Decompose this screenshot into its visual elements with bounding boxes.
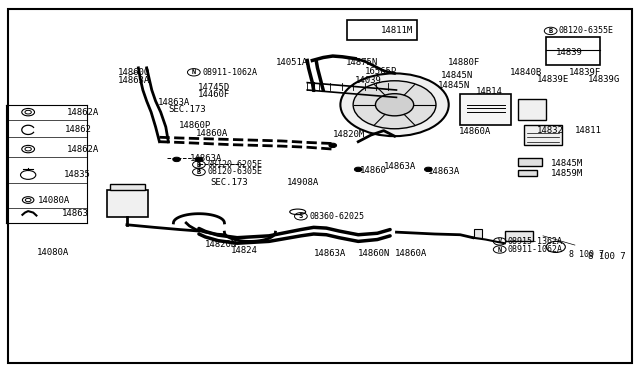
Text: 14460F: 14460F (198, 90, 230, 99)
Text: 08120-6355E: 08120-6355E (559, 26, 614, 35)
Text: 14039: 14039 (355, 76, 382, 84)
Text: SEC.173: SEC.173 (168, 105, 206, 115)
Bar (518, 99, 546, 119)
Text: 14811M: 14811M (381, 26, 413, 35)
Text: 14745D: 14745D (198, 83, 230, 92)
Text: 14862A: 14862A (67, 145, 99, 154)
Text: 14860A: 14860A (459, 127, 491, 136)
Text: 14863: 14863 (62, 209, 89, 218)
Text: 14860N: 14860N (358, 249, 390, 258)
Text: 14860P: 14860P (179, 121, 211, 129)
Text: 14839: 14839 (556, 48, 582, 57)
Text: 14860Q: 14860Q (118, 68, 150, 77)
Text: 14863A: 14863A (189, 154, 221, 163)
Text: 14860: 14860 (360, 166, 387, 175)
Text: 14845M: 14845M (551, 159, 584, 169)
Text: S: S (299, 213, 303, 219)
Text: 14811: 14811 (575, 126, 602, 135)
Text: 14880F: 14880F (447, 58, 480, 67)
Text: SEC.173: SEC.173 (211, 178, 248, 187)
Text: 8 100 7: 8 100 7 (568, 250, 604, 259)
Text: 14839F: 14839F (568, 68, 601, 77)
Text: N: N (497, 247, 502, 253)
Text: 14859M: 14859M (551, 169, 584, 177)
Text: 08911-1062A: 08911-1062A (202, 68, 257, 77)
Text: 14824: 14824 (231, 246, 258, 255)
Text: 14875N: 14875N (346, 58, 378, 67)
Text: 08120-6305E: 08120-6305E (207, 167, 262, 176)
Text: 14863A: 14863A (428, 167, 461, 176)
Text: 14820M: 14820M (333, 130, 365, 139)
Circle shape (355, 167, 362, 171)
Text: 08120-6205E: 08120-6205E (207, 160, 262, 169)
Text: 14863A: 14863A (118, 76, 150, 85)
Circle shape (424, 167, 432, 171)
Text: 14863A: 14863A (314, 249, 346, 258)
Text: 08911-1062A: 08911-1062A (508, 245, 563, 254)
Text: B: B (197, 161, 201, 167)
Circle shape (340, 73, 449, 136)
Bar (505, 231, 534, 241)
Text: N: N (192, 69, 196, 75)
Bar (109, 184, 145, 190)
Text: 14860A: 14860A (196, 129, 228, 138)
Text: 14835: 14835 (64, 170, 91, 179)
Text: 14080A: 14080A (38, 196, 70, 205)
Text: 08360-62025: 08360-62025 (309, 212, 364, 221)
Bar (106, 190, 148, 217)
Text: 14845N: 14845N (441, 71, 474, 80)
Circle shape (329, 143, 337, 148)
Bar (460, 94, 511, 125)
Text: 8 100 7: 8 100 7 (588, 252, 625, 262)
Text: 14863A: 14863A (157, 98, 189, 107)
Text: 14908A: 14908A (287, 178, 319, 187)
Text: 14839E: 14839E (537, 75, 569, 84)
Text: 14845N: 14845N (438, 81, 470, 90)
Circle shape (195, 157, 203, 161)
Bar (518, 170, 537, 176)
Text: 14820N: 14820N (205, 240, 237, 249)
Circle shape (173, 157, 180, 161)
Bar (546, 37, 600, 65)
Bar (518, 158, 541, 166)
Text: 14862A: 14862A (67, 108, 99, 117)
Text: 14840B: 14840B (510, 68, 542, 77)
Text: 14080A: 14080A (36, 248, 68, 257)
Text: 14839G: 14839G (588, 75, 620, 84)
Text: 14B14: 14B14 (476, 87, 503, 96)
Text: B: B (548, 28, 553, 34)
Text: 08915-1362A: 08915-1362A (508, 237, 563, 246)
Text: 14862: 14862 (65, 125, 92, 134)
Text: 14051A: 14051A (275, 58, 308, 67)
Circle shape (353, 81, 436, 129)
Text: B: B (197, 169, 201, 175)
Text: V: V (497, 238, 502, 244)
Circle shape (376, 94, 413, 116)
Text: 14863A: 14863A (384, 162, 416, 171)
Bar (347, 20, 417, 40)
Bar (474, 229, 482, 238)
Text: 14832: 14832 (537, 126, 564, 135)
Text: 16565P: 16565P (365, 67, 397, 76)
Text: 14860A: 14860A (395, 249, 428, 258)
Bar (524, 125, 562, 145)
